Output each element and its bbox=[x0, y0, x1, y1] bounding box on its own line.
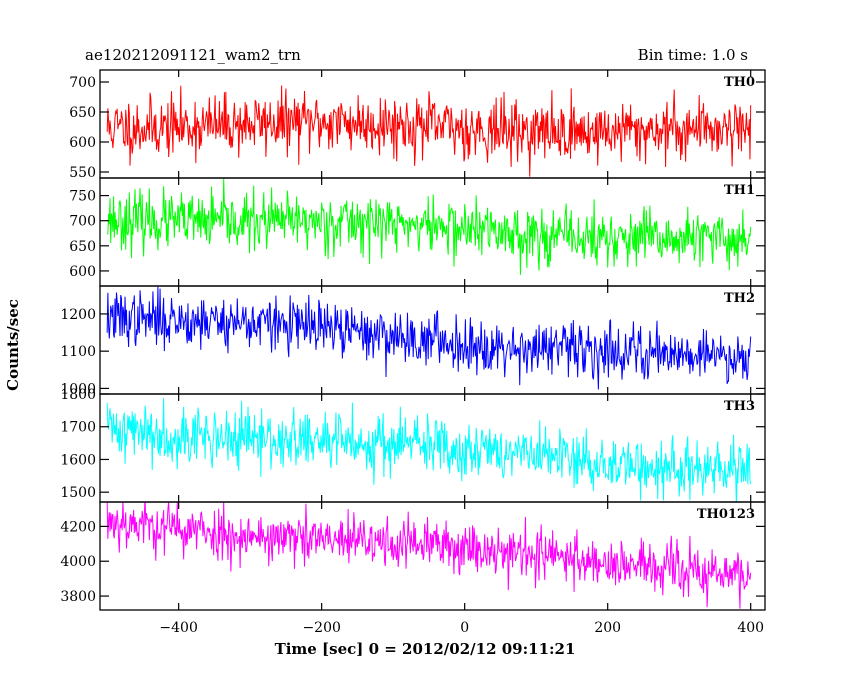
y-axis-label: Counts/sec bbox=[4, 299, 22, 391]
y-tick-label: 600 bbox=[69, 135, 96, 151]
y-tick-label: 700 bbox=[69, 75, 96, 91]
y-tick-label: 1600 bbox=[60, 452, 96, 468]
panel-frame bbox=[99, 393, 766, 503]
y-tick-label: 4200 bbox=[60, 519, 96, 535]
x-tick-label: 400 bbox=[737, 620, 764, 636]
panel-frame bbox=[99, 501, 766, 611]
chart-title: ae120212091121_wam2_trn bbox=[85, 46, 301, 64]
y-tick-label: 1000 bbox=[60, 381, 96, 397]
y-tick-label: 1100 bbox=[60, 344, 96, 360]
panel-th2: 1000 1100 1200 TH2 bbox=[60, 285, 766, 397]
y-tick-label: 550 bbox=[69, 165, 96, 181]
x-axis-label: Time [sec] 0 = 2012/02/12 09:11:21 bbox=[275, 640, 576, 658]
panels-group: 550 600 650 700 TH0 600 650 700 750 TH1 1000 1100 12… bbox=[60, 69, 766, 636]
y-tick-label: 3800 bbox=[60, 589, 96, 605]
y-tick-label: 1200 bbox=[60, 307, 96, 323]
panel-th0123: 3800 4000 4200 TH0123 bbox=[60, 501, 766, 611]
panel-label-th2: TH2 bbox=[724, 291, 755, 306]
series-line-th3 bbox=[106, 397, 752, 502]
series-line-th0 bbox=[106, 85, 752, 177]
y-tick-label: 650 bbox=[69, 239, 96, 255]
panel-label-th0123: TH0123 bbox=[697, 507, 755, 522]
panel-th1: 600 650 700 750 TH1 bbox=[69, 177, 766, 287]
panel-label-th1: TH1 bbox=[724, 183, 755, 198]
y-tick-label: 1700 bbox=[60, 420, 96, 436]
y-tick-label: 700 bbox=[69, 214, 96, 230]
y-tick-label: 750 bbox=[69, 189, 96, 205]
y-tick-label: 600 bbox=[69, 264, 96, 280]
y-tick-label: 1800 bbox=[60, 387, 96, 403]
y-tick-label: 1500 bbox=[60, 485, 96, 501]
bin-time-label: Bin time: 1.0 s bbox=[638, 46, 748, 64]
y-tick-label: 4000 bbox=[60, 554, 96, 570]
y-tick-label: 650 bbox=[69, 105, 96, 121]
panel-th3: 1500 1600 1700 1800 TH3 bbox=[60, 387, 766, 503]
x-tick-label: −200 bbox=[302, 620, 340, 636]
panel-th0: 550 600 650 700 TH0 bbox=[69, 69, 766, 181]
series-line-th0123 bbox=[106, 502, 752, 609]
x-tick-label: −400 bbox=[159, 620, 197, 636]
series-line-th1 bbox=[106, 178, 752, 275]
panel-label-th3: TH3 bbox=[724, 399, 755, 414]
series-line-th2 bbox=[106, 286, 752, 390]
panel-label-th0: TH0 bbox=[724, 75, 755, 90]
x-tick-label: 200 bbox=[594, 620, 621, 636]
x-tick-label: 0 bbox=[460, 620, 469, 636]
